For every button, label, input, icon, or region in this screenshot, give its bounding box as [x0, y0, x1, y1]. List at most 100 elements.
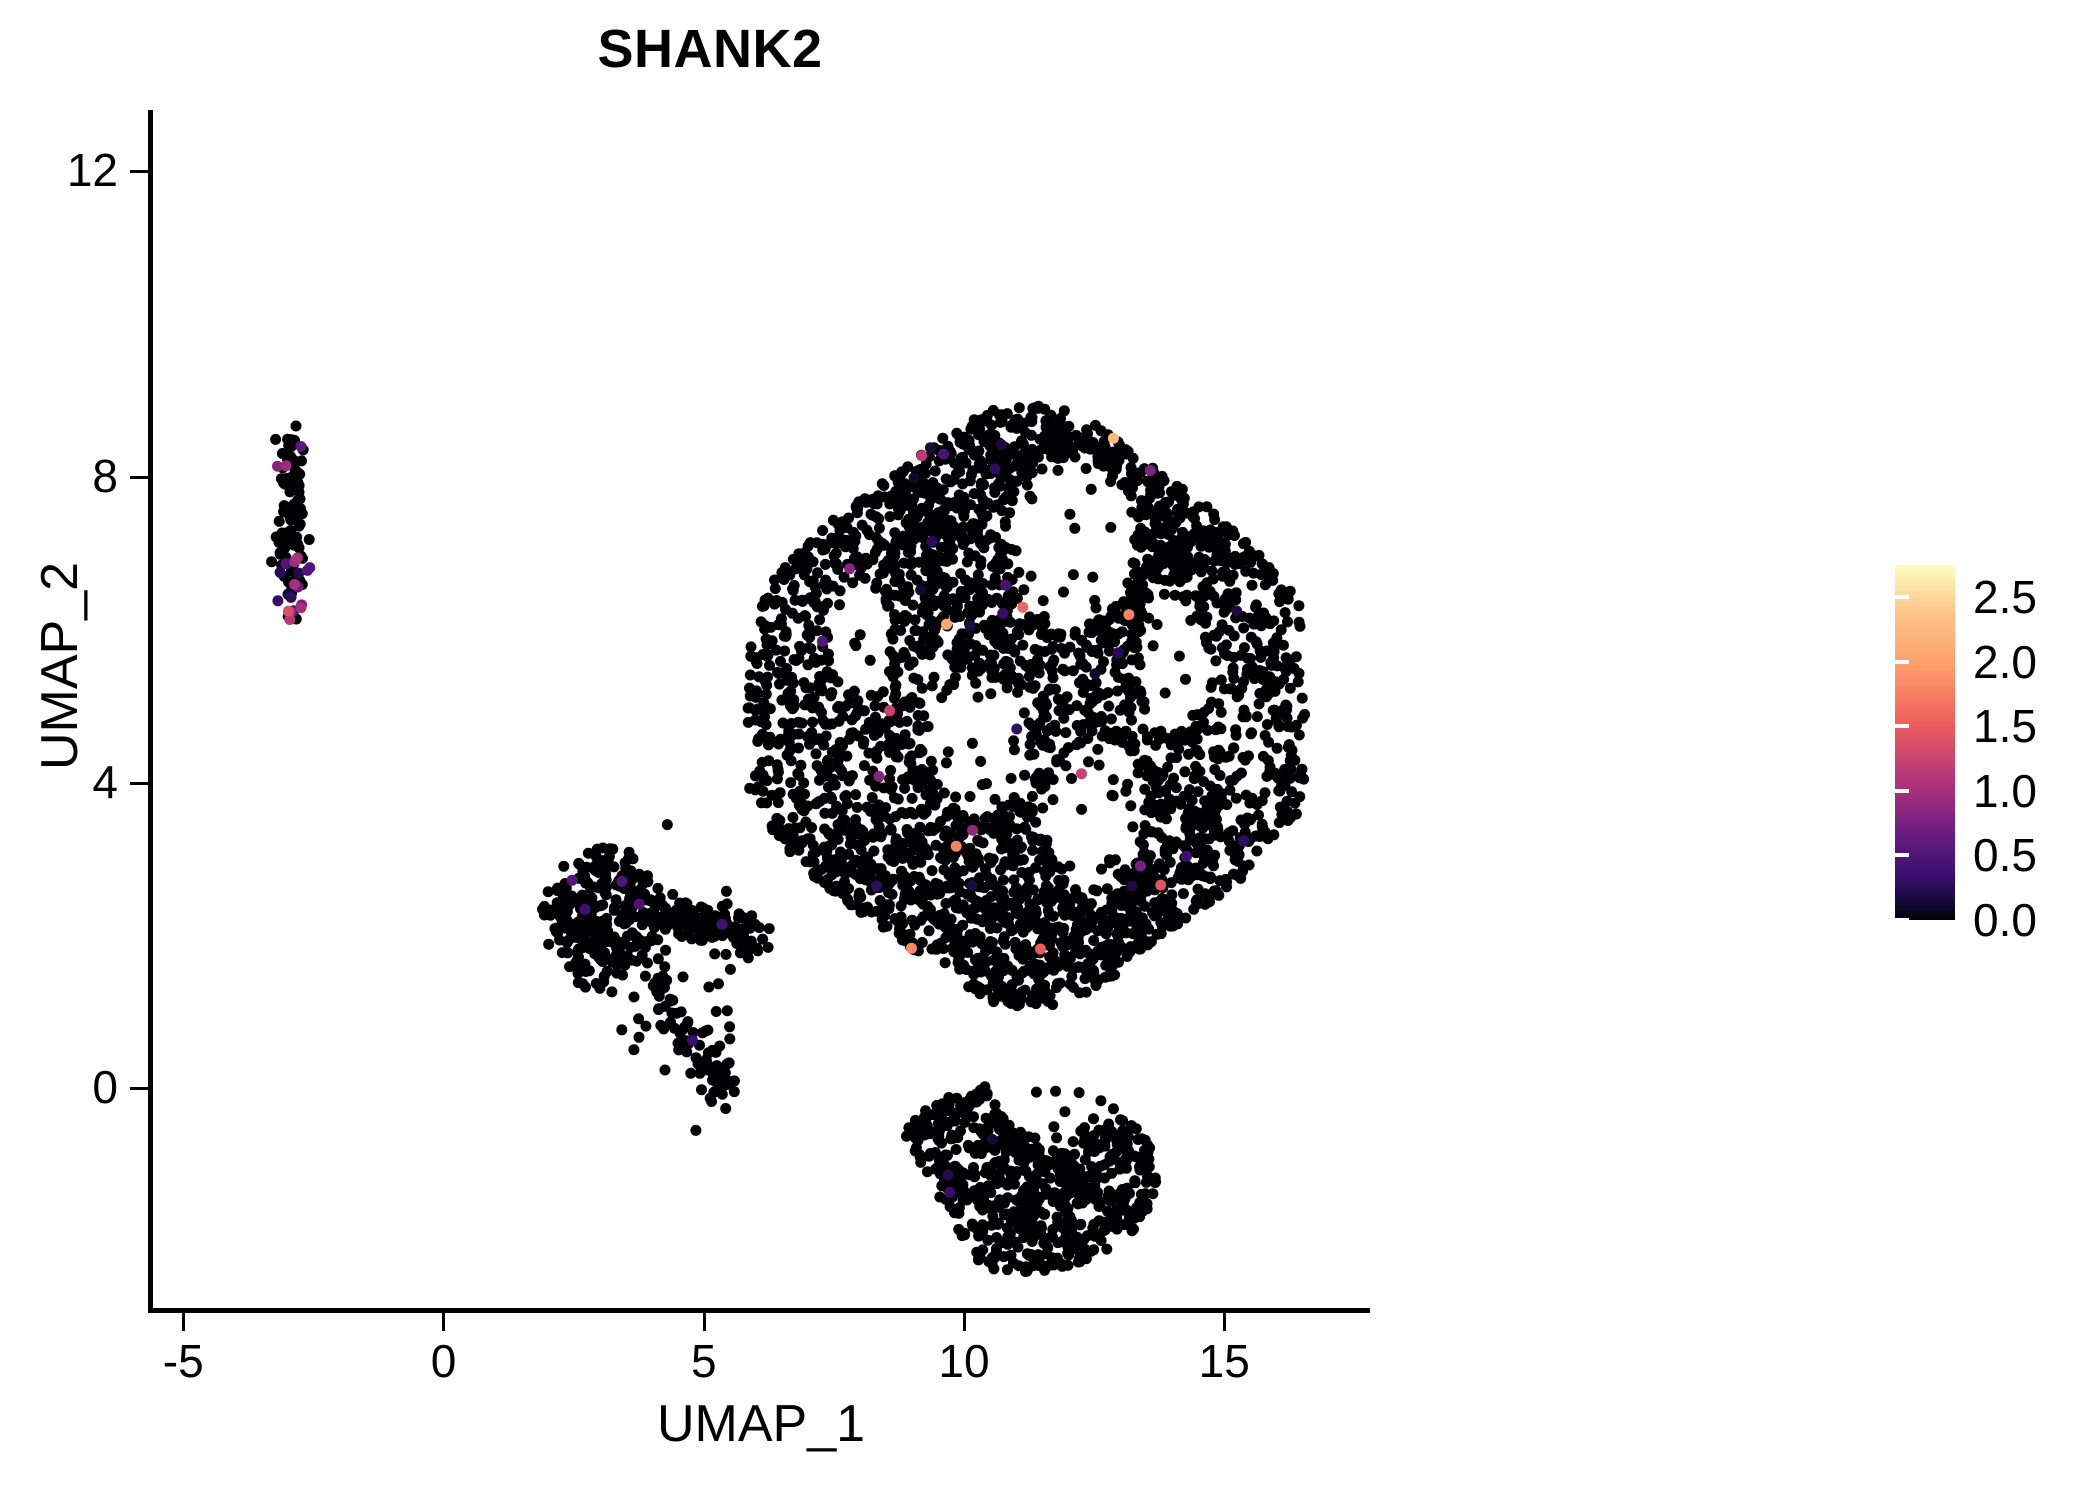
scatter-point [1198, 525, 1209, 537]
scatter-point [1190, 720, 1202, 732]
scatter-point [1200, 555, 1212, 567]
scatter-point [1066, 1236, 1078, 1248]
scatter-point [1149, 1177, 1161, 1189]
scatter-point [865, 805, 877, 817]
scatter-point [1101, 883, 1113, 895]
scatter-point [1077, 719, 1089, 731]
scatter-point [952, 820, 964, 832]
scatter-point [889, 527, 901, 539]
scatter-point [885, 764, 897, 776]
scatter-point [963, 444, 975, 456]
scatter-point [1271, 742, 1283, 754]
scatter-point [1011, 837, 1023, 849]
y-tick-mark [130, 781, 148, 785]
scatter-point [1052, 891, 1064, 903]
scatter-point [925, 774, 936, 786]
scatter-point [1064, 641, 1076, 653]
scatter-point [839, 876, 850, 888]
scatter-point [653, 990, 665, 1002]
scatter-point [272, 460, 283, 472]
scatter-point [814, 614, 826, 626]
scatter-point [1079, 704, 1091, 716]
scatter-point [918, 710, 930, 722]
scatter-point [820, 730, 832, 742]
scatter-point [1043, 1232, 1055, 1244]
scatter-point [1188, 506, 1199, 518]
scatter-point [1050, 922, 1061, 934]
scatter-point [1050, 982, 1062, 994]
scatter-point [1266, 659, 1278, 671]
scatter-point [899, 782, 911, 794]
scatter-point [1280, 652, 1292, 664]
scatter-point [1178, 492, 1190, 504]
scatter-point [764, 732, 776, 744]
scatter-point [849, 637, 861, 649]
scatter-point [1138, 847, 1150, 859]
scatter-point [787, 788, 799, 800]
scatter-point [1199, 888, 1211, 900]
scatter-point [873, 522, 885, 534]
scatter-point [1176, 725, 1187, 737]
scatter-point [1008, 744, 1020, 756]
scatter-point [1128, 1150, 1140, 1162]
scatter-point [1231, 691, 1243, 703]
scatter-point [1004, 507, 1016, 519]
scatter-point [1273, 720, 1285, 732]
scatter-point [1228, 672, 1240, 684]
scatter-point [597, 956, 608, 967]
scatter-point [721, 1005, 733, 1017]
scatter-point [1290, 719, 1302, 731]
scatter-point [1130, 636, 1142, 648]
scatter-point [1005, 1215, 1017, 1227]
scatter-point [280, 558, 292, 570]
scatter-point [558, 860, 570, 872]
scatter-point [1027, 682, 1039, 694]
y-tick-label: 0 [92, 1061, 118, 1114]
scatter-point [1041, 431, 1053, 443]
scatter-point [1163, 514, 1174, 526]
scatter-point [1191, 744, 1203, 756]
scatter-point [787, 677, 799, 689]
scatter-point [622, 853, 634, 865]
scatter-point [583, 925, 595, 937]
scatter-point [1209, 764, 1221, 775]
scatter-point [938, 448, 949, 460]
scatter-point [1035, 833, 1047, 845]
scatter-point [847, 697, 859, 709]
scatter-point [1135, 939, 1147, 951]
scatter-point [1164, 575, 1176, 587]
scatter-point [1170, 562, 1182, 573]
scatter-point [1054, 1192, 1066, 1204]
scatter-point [704, 1092, 716, 1104]
scatter-point [1177, 591, 1189, 603]
scatter-point [1165, 803, 1177, 815]
scatter-point [850, 814, 862, 826]
scatter-point [975, 414, 987, 426]
scatter-point [866, 717, 878, 728]
scatter-point [762, 941, 774, 953]
scatter-point [1293, 667, 1305, 679]
scatter-point [1026, 790, 1038, 802]
scatter-point [985, 891, 997, 903]
scatter-point [807, 716, 818, 728]
scatter-point [716, 900, 728, 912]
scatter-point [1267, 568, 1279, 579]
scatter-point [989, 793, 1001, 805]
scatter-point [940, 757, 952, 769]
scatter-point [724, 1033, 736, 1045]
scatter-point [1176, 873, 1188, 885]
scatter-point [963, 1094, 975, 1106]
scatter-point [1134, 860, 1146, 872]
scatter-point [916, 764, 928, 775]
scatter-point [1211, 783, 1223, 795]
scatter-point [1077, 1250, 1089, 1262]
scatter-point [774, 678, 785, 690]
scatter-point [941, 810, 953, 822]
scatter-point [1044, 1172, 1056, 1184]
scatter-point [1151, 487, 1163, 499]
scatter-point [853, 891, 865, 903]
scatter-point [957, 829, 969, 841]
scatter-point [986, 1252, 998, 1263]
scatter-point [1058, 405, 1070, 417]
scatter-point [1040, 880, 1052, 892]
